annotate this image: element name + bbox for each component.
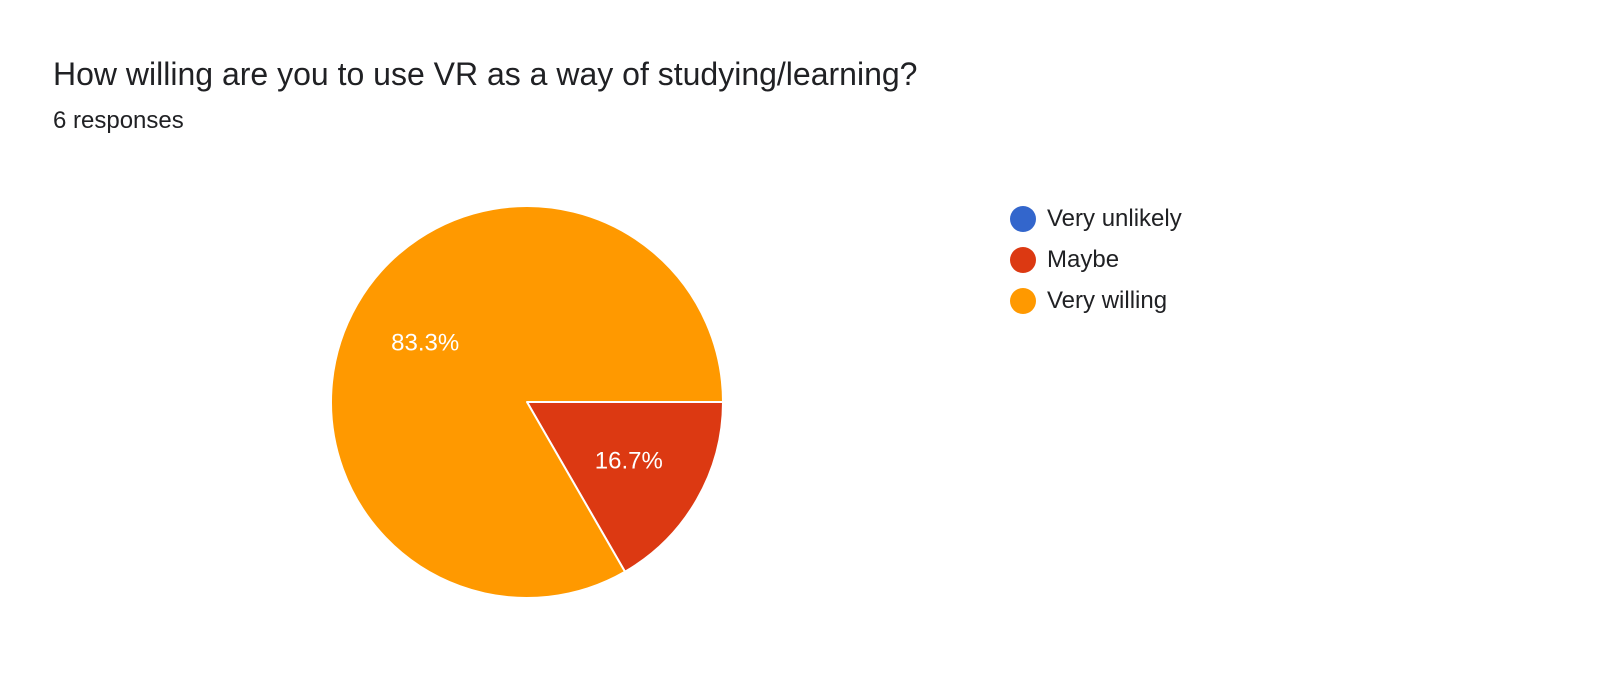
pie-chart: 16.7% 83.3% (330, 205, 724, 599)
pie-label-maybe: 16.7% (595, 447, 663, 474)
legend-item-maybe[interactable]: Maybe (1010, 239, 1182, 280)
legend-swatch-very-unlikely (1010, 205, 1036, 232)
pie-labels: 16.7% 83.3% (391, 330, 663, 475)
pie-slices (330, 205, 724, 599)
pie-label-very-willing: 83.3% (391, 330, 459, 357)
legend-item-very-unlikely[interactable]: Very unlikely (1010, 198, 1182, 239)
chart-legend: Very unlikely Maybe Very willing (1010, 198, 1182, 321)
response-count: 6 responses (53, 107, 184, 134)
legend-label-very-willing: Very willing (1047, 286, 1168, 314)
legend-label-maybe: Maybe (1047, 245, 1120, 273)
pie-slice-maybe[interactable] (526, 401, 724, 573)
legend-swatch-maybe (1010, 246, 1036, 273)
legend-swatch-very-willing (1010, 287, 1036, 314)
legend-item-very-willing[interactable]: Very willing (1010, 280, 1182, 321)
question-title: How willing are you to use VR as a way o… (53, 56, 918, 92)
pie-slice-very-willing[interactable] (330, 205, 724, 599)
legend-label-very-unlikely: Very unlikely (1047, 204, 1182, 232)
